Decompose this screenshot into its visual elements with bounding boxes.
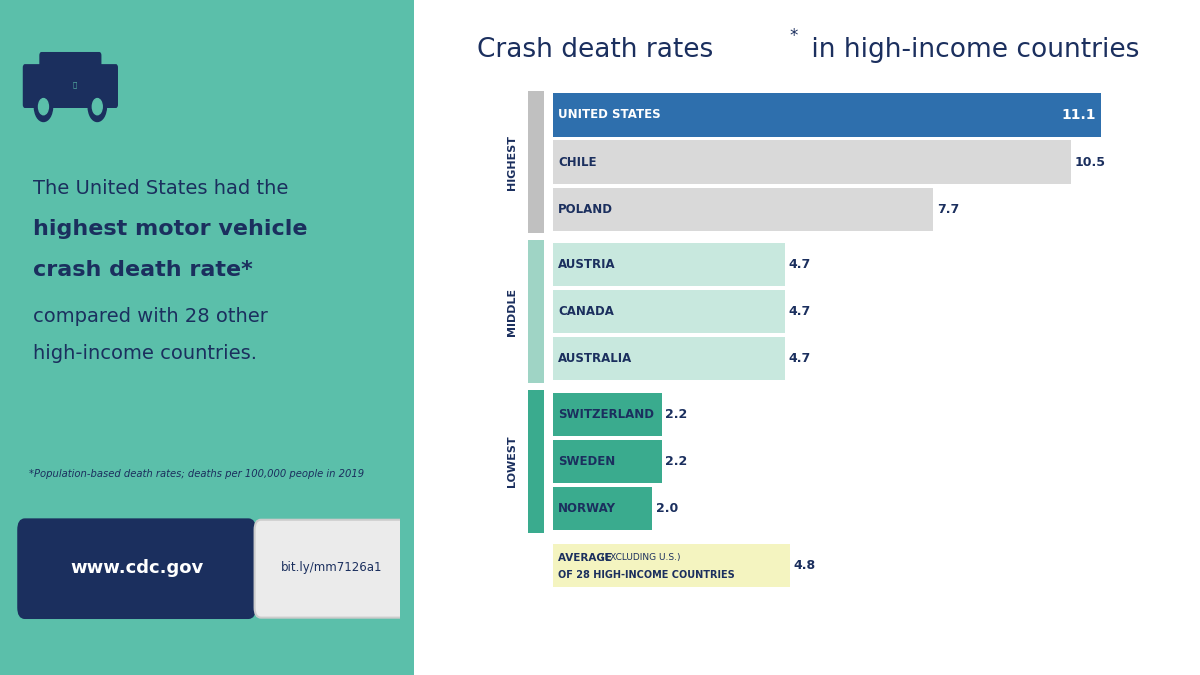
Bar: [528, 90, 544, 234]
Text: HIGHEST: HIGHEST: [506, 134, 517, 190]
Bar: [553, 338, 785, 380]
Text: The United States had the: The United States had the: [34, 179, 288, 198]
Bar: [553, 188, 934, 231]
Text: 10.5: 10.5: [1075, 155, 1106, 169]
Text: NORWAY: NORWAY: [558, 502, 616, 515]
Text: 2.2: 2.2: [666, 408, 688, 421]
Text: CHILE: CHILE: [558, 155, 596, 169]
Text: 2.0: 2.0: [655, 502, 678, 515]
Text: AUSTRIA: AUSTRIA: [558, 258, 616, 271]
Text: AVERAGE: AVERAGE: [558, 553, 616, 563]
Circle shape: [88, 92, 107, 122]
Text: *: *: [790, 27, 798, 45]
Text: CANADA: CANADA: [558, 305, 614, 318]
Bar: [553, 393, 661, 436]
Text: (EXCLUDING U.S.): (EXCLUDING U.S.): [601, 554, 680, 562]
Bar: [553, 544, 790, 587]
Text: *Population-based death rates; deaths per 100,000 people in 2019: *Population-based death rates; deaths pe…: [29, 469, 364, 479]
Text: SWITZERLAND: SWITZERLAND: [558, 408, 654, 421]
Bar: [553, 290, 785, 333]
Text: 4.7: 4.7: [788, 258, 811, 271]
Text: LOWEST: LOWEST: [506, 435, 517, 487]
Circle shape: [38, 99, 48, 115]
Text: UNITED STATES: UNITED STATES: [558, 109, 661, 121]
Text: 4.8: 4.8: [793, 559, 816, 572]
Text: MIDDLE: MIDDLE: [506, 288, 517, 335]
Text: highest motor vehicle: highest motor vehicle: [34, 219, 307, 240]
Text: OF 28 HIGH-INCOME COUNTRIES: OF 28 HIGH-INCOME COUNTRIES: [558, 570, 734, 580]
Text: SWEDEN: SWEDEN: [558, 455, 616, 468]
Text: high-income countries.: high-income countries.: [34, 344, 257, 363]
Text: 11.1: 11.1: [1062, 108, 1096, 122]
Bar: [553, 487, 652, 530]
Text: 2.2: 2.2: [666, 455, 688, 468]
Text: AUSTRALIA: AUSTRALIA: [558, 352, 632, 365]
Text: 4.7: 4.7: [788, 305, 811, 318]
FancyBboxPatch shape: [40, 52, 102, 86]
Text: crash death rate*: crash death rate*: [34, 260, 253, 280]
Text: 7.7: 7.7: [937, 202, 959, 215]
Text: www.cdc.gov: www.cdc.gov: [70, 559, 203, 576]
Circle shape: [92, 99, 102, 115]
Bar: [528, 240, 544, 383]
Bar: [553, 440, 661, 483]
Text: bit.ly/mm7126a1: bit.ly/mm7126a1: [281, 561, 382, 574]
FancyBboxPatch shape: [23, 64, 118, 108]
Bar: [553, 243, 785, 286]
Text: ␇: ␇: [72, 81, 77, 88]
Circle shape: [35, 92, 53, 122]
Bar: [553, 93, 1100, 136]
FancyBboxPatch shape: [254, 520, 408, 618]
Text: 4.7: 4.7: [788, 352, 811, 365]
Bar: [528, 390, 544, 533]
FancyBboxPatch shape: [19, 520, 254, 618]
Text: POLAND: POLAND: [558, 202, 613, 215]
Text: compared with 28 other: compared with 28 other: [34, 307, 268, 326]
Text: in high-income countries: in high-income countries: [803, 37, 1140, 63]
Bar: [553, 140, 1072, 184]
Text: Crash death rates: Crash death rates: [476, 37, 713, 63]
